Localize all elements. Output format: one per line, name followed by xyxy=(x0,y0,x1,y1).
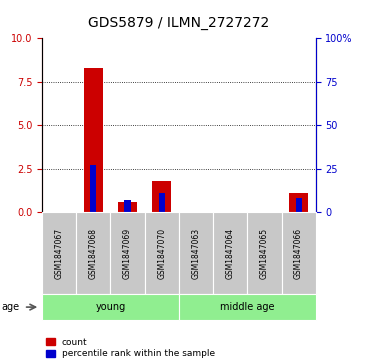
Bar xyxy=(296,199,302,212)
Text: GSM1847065: GSM1847065 xyxy=(260,228,269,279)
Bar xyxy=(179,212,213,294)
Bar xyxy=(90,165,96,212)
Text: GSM1847068: GSM1847068 xyxy=(89,228,98,279)
Text: young: young xyxy=(95,302,126,312)
Text: GDS5879 / ILMN_2727272: GDS5879 / ILMN_2727272 xyxy=(88,16,269,30)
Bar xyxy=(159,193,165,212)
Text: GSM1847064: GSM1847064 xyxy=(226,228,235,279)
Bar xyxy=(145,212,179,294)
Bar xyxy=(289,193,308,212)
Bar xyxy=(110,212,145,294)
Text: GSM1847067: GSM1847067 xyxy=(55,228,64,279)
Text: middle age: middle age xyxy=(220,302,274,312)
Bar xyxy=(118,202,137,212)
Bar xyxy=(42,212,76,294)
Text: GSM1847066: GSM1847066 xyxy=(294,228,303,279)
Bar xyxy=(76,212,110,294)
Bar xyxy=(42,294,179,320)
Bar xyxy=(213,212,247,294)
Text: GSM1847070: GSM1847070 xyxy=(157,228,166,279)
Bar xyxy=(281,212,316,294)
Bar xyxy=(179,294,316,320)
Bar xyxy=(247,212,281,294)
Text: GSM1847063: GSM1847063 xyxy=(192,228,200,279)
Text: GSM1847069: GSM1847069 xyxy=(123,228,132,279)
Bar xyxy=(84,68,103,212)
Legend: count, percentile rank within the sample: count, percentile rank within the sample xyxy=(46,338,215,359)
Text: age: age xyxy=(2,302,20,312)
Bar xyxy=(152,181,171,212)
Bar xyxy=(124,200,131,212)
